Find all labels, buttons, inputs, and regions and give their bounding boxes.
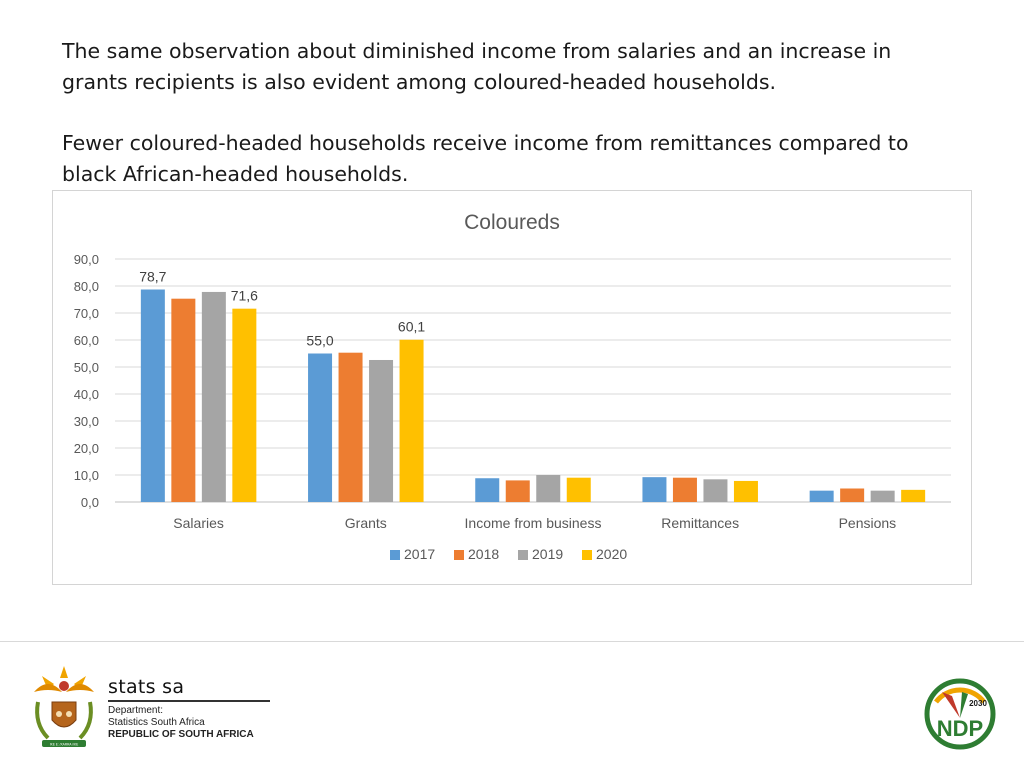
- bar: [642, 477, 667, 502]
- x-tick-label: Grants: [345, 515, 387, 531]
- y-tick-label: 50,0: [74, 360, 99, 375]
- bar: [505, 480, 530, 502]
- remittances-paragraph: Fewer coloured-headed households receive…: [62, 131, 909, 186]
- department-label: Department:: [108, 705, 164, 716]
- department-name: Statistics South Africa: [108, 717, 205, 728]
- stats-sa-logo: stats sa Department: Statistics South Af…: [108, 676, 278, 741]
- y-tick-label: 40,0: [74, 387, 99, 402]
- x-tick-label: Income from business: [465, 515, 602, 531]
- y-tick-label: 10,0: [74, 468, 99, 483]
- bar: [840, 488, 865, 502]
- chart-title: Coloureds: [464, 211, 560, 234]
- legend-swatch: [582, 550, 592, 560]
- legend-label: 2018: [468, 546, 499, 562]
- bar: [171, 298, 196, 502]
- data-label: 78,7: [139, 269, 166, 285]
- y-tick-label: 30,0: [74, 414, 99, 429]
- footer-divider: [0, 641, 1024, 642]
- bar: [338, 352, 363, 502]
- brand-rule: [108, 700, 270, 702]
- legend-label: 2017: [404, 546, 435, 562]
- bar: [703, 479, 728, 502]
- x-tick-label: Salaries: [173, 515, 224, 531]
- chart-container: Coloureds 0,0 10,0 20,0 30,0 40,0 50,0 60,0 70,0…: [52, 190, 972, 585]
- y-tick-label: 90,0: [74, 252, 99, 267]
- crest-motto: !KE E: /XARRA //KE: [50, 743, 79, 747]
- bar: [232, 308, 257, 502]
- y-tick-label: 0,0: [81, 495, 99, 510]
- coat-of-arms-icon: !KE E: /XARRA //KE: [34, 666, 94, 747]
- country-name: REPUBLIC OF SOUTH AFRICA: [108, 729, 254, 740]
- legend-swatch: [518, 550, 528, 560]
- bar-chart: Coloureds 0,0 10,0 20,0 30,0 40,0 50,0 60,0 70,0…: [74, 211, 951, 562]
- bar: [140, 289, 165, 502]
- ndp-year: 2030: [969, 699, 987, 708]
- bar: [308, 353, 333, 502]
- y-tick-label: 80,0: [74, 279, 99, 294]
- legend-label: 2020: [596, 546, 627, 562]
- bar: [809, 490, 834, 502]
- ndp-logo-icon: 2030 NDP: [924, 678, 996, 750]
- x-tick-label: Remittances: [661, 515, 739, 531]
- bar: [566, 477, 591, 502]
- bar: [536, 475, 561, 502]
- bar: [399, 339, 424, 502]
- y-tick-label: 60,0: [74, 333, 99, 348]
- y-tick-label: 20,0: [74, 441, 99, 456]
- intro-paragraph: The same observation about diminished in…: [62, 39, 892, 94]
- brand-name: stats sa: [108, 676, 185, 698]
- bar: [733, 480, 758, 502]
- legend-swatch: [454, 550, 464, 560]
- bar: [870, 490, 895, 502]
- data-label: 55,0: [306, 333, 333, 349]
- legend-swatch: [390, 550, 400, 560]
- data-label: 71,6: [231, 288, 258, 304]
- bar: [475, 478, 500, 502]
- bar: [672, 477, 697, 502]
- bar: [901, 489, 926, 502]
- bar: [201, 291, 226, 502]
- legend-label: 2019: [532, 546, 563, 562]
- y-tick-label: 70,0: [74, 306, 99, 321]
- x-tick-label: Pensions: [839, 515, 897, 531]
- data-label: 60,1: [398, 319, 425, 335]
- ndp-text: NDP: [937, 716, 983, 741]
- bar: [369, 359, 394, 502]
